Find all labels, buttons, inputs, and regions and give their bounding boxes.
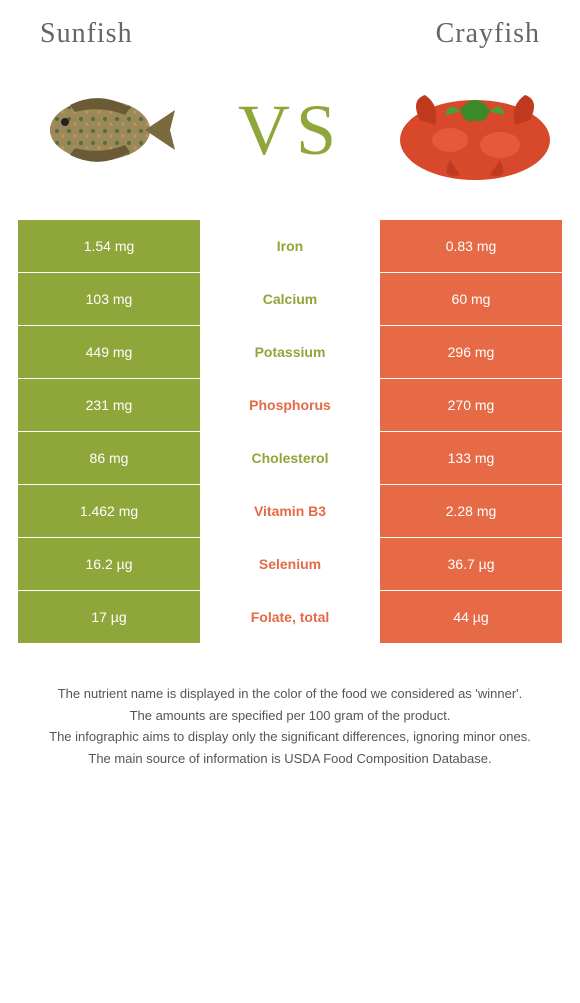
nutrient-right-value: 296 mg (380, 326, 562, 378)
left-food-title: Sunfish (40, 18, 133, 50)
nutrient-row: 449 mgPotassium296 mg (18, 326, 562, 378)
footer-line-2: The amounts are specified per 100 gram o… (24, 706, 556, 726)
nutrient-left-value: 16.2 µg (18, 538, 200, 590)
vs-label: VS (238, 89, 342, 172)
nutrient-name: Vitamin B3 (200, 485, 380, 537)
footer-text: The nutrient name is displayed in the co… (0, 644, 580, 794)
header-row: Sunfish Crayfish (0, 0, 580, 60)
nutrient-right-value: 133 mg (380, 432, 562, 484)
nutrient-name: Iron (200, 220, 380, 272)
nutrient-right-value: 44 µg (380, 591, 562, 643)
nutrient-row: 103 mgCalcium60 mg (18, 273, 562, 325)
nutrient-row: 231 mgPhosphorus270 mg (18, 379, 562, 431)
images-row: VS (0, 60, 580, 220)
nutrient-right-value: 36.7 µg (380, 538, 562, 590)
nutrient-left-value: 231 mg (18, 379, 200, 431)
nutrient-name: Phosphorus (200, 379, 380, 431)
nutrient-name: Cholesterol (200, 432, 380, 484)
nutrient-left-value: 1.462 mg (18, 485, 200, 537)
nutrient-left-value: 449 mg (18, 326, 200, 378)
infographic-container: Sunfish Crayfish VS (0, 0, 580, 794)
footer-line-4: The main source of information is USDA F… (24, 749, 556, 769)
footer-line-3: The infographic aims to display only the… (24, 727, 556, 747)
nutrient-right-value: 0.83 mg (380, 220, 562, 272)
nutrient-name: Selenium (200, 538, 380, 590)
nutrient-left-value: 103 mg (18, 273, 200, 325)
nutrient-row: 1.462 mgVitamin B32.28 mg (18, 485, 562, 537)
nutrient-row: 86 mgCholesterol133 mg (18, 432, 562, 484)
crayfish-image (390, 70, 560, 190)
right-food-title: Crayfish (436, 18, 540, 50)
nutrient-left-value: 86 mg (18, 432, 200, 484)
nutrient-left-value: 17 µg (18, 591, 200, 643)
nutrient-row: 16.2 µgSelenium36.7 µg (18, 538, 562, 590)
sunfish-image (20, 70, 190, 190)
nutrient-name: Potassium (200, 326, 380, 378)
footer-line-1: The nutrient name is displayed in the co… (24, 684, 556, 704)
nutrient-name: Folate, total (200, 591, 380, 643)
nutrient-right-value: 270 mg (380, 379, 562, 431)
nutrient-row: 1.54 mgIron0.83 mg (18, 220, 562, 272)
nutrient-left-value: 1.54 mg (18, 220, 200, 272)
nutrient-right-value: 2.28 mg (380, 485, 562, 537)
nutrient-right-value: 60 mg (380, 273, 562, 325)
nutrient-table: 1.54 mgIron0.83 mg103 mgCalcium60 mg449 … (0, 220, 580, 643)
nutrient-row: 17 µgFolate, total44 µg (18, 591, 562, 643)
nutrient-name: Calcium (200, 273, 380, 325)
